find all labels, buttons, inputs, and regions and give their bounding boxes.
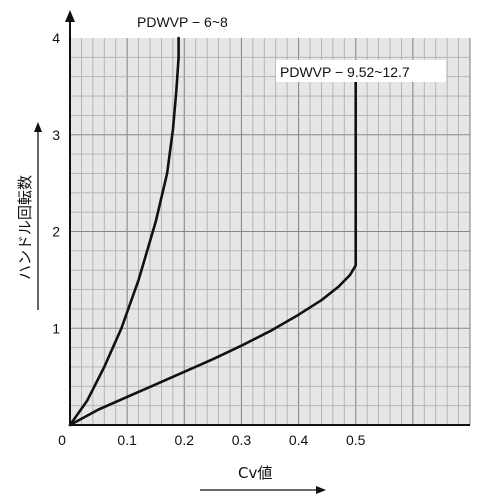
tick-labels: 0 0.1 0.2 0.3 0.4 0.5 1 2 3 4 (52, 30, 365, 448)
x-axis-arrow-head (316, 486, 326, 494)
x-axis-title: Cv値 (238, 464, 272, 482)
y-tick-label: 3 (52, 127, 60, 143)
axes (65, 10, 470, 426)
series-label-2-bg (276, 60, 446, 82)
x-axis-title-group: Cv値 (200, 464, 326, 494)
x-tick-label: 0.4 (289, 432, 309, 448)
y-axis-arrowhead (65, 10, 75, 22)
x-tick-label: 0 (58, 432, 66, 448)
y-tick-label: 2 (52, 224, 60, 240)
y-tick-label: 1 (52, 320, 60, 336)
series-label-2: PDWVP − 9.52~12.7 (280, 64, 410, 80)
y-tick-label: 4 (52, 30, 60, 46)
y-axis-arrow-head (34, 122, 42, 132)
x-tick-label: 0.2 (175, 432, 195, 448)
x-tick-label: 0.3 (232, 432, 252, 448)
x-tick-label: 0.5 (346, 432, 366, 448)
y-axis-title-group: ハンドル回転数 (16, 122, 42, 310)
series-line-1 (68, 36, 180, 427)
series-line-2 (68, 80, 357, 427)
y-axis-title: ハンドル回転数 (16, 175, 34, 280)
x-tick-label: 0.1 (117, 432, 137, 448)
grid (70, 38, 471, 425)
series-lines (68, 36, 357, 427)
series-label-1: PDWVP − 6~8 (137, 14, 228, 30)
